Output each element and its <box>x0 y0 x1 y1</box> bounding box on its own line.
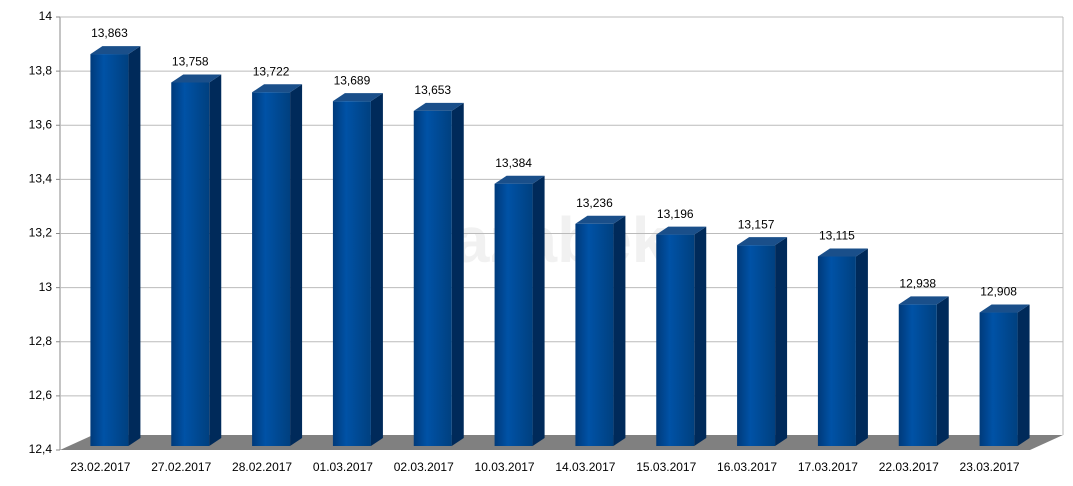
bar-top <box>90 46 141 55</box>
bar-top <box>817 248 868 257</box>
bar <box>171 82 210 447</box>
bar-side <box>1017 304 1030 446</box>
bar-top <box>737 237 788 246</box>
bar <box>656 234 695 446</box>
bar-side <box>855 248 868 446</box>
value-label: 13,653 <box>414 83 451 97</box>
value-label: 13,384 <box>495 156 532 170</box>
bar-top <box>979 304 1030 313</box>
value-label: 13,236 <box>576 196 613 210</box>
value-label: 13,196 <box>657 207 694 221</box>
x-tick-label: 10.03.2017 <box>475 460 535 474</box>
bar <box>898 304 937 446</box>
bar-side <box>451 102 464 447</box>
x-tick-label: 01.03.2017 <box>313 460 373 474</box>
floor <box>60 435 1063 450</box>
bar-side <box>775 237 788 446</box>
bar-side <box>370 93 383 447</box>
bar <box>494 183 533 446</box>
value-label: 13,863 <box>91 26 128 40</box>
value-label: 13,722 <box>253 64 290 78</box>
bar-top <box>171 74 222 83</box>
y-tick-label: 13,6 <box>29 117 53 131</box>
y-tick-label: 13 <box>39 280 53 294</box>
value-label: 13,115 <box>819 229 855 243</box>
value-label: 12,938 <box>899 277 936 291</box>
x-tick-label: 15.03.2017 <box>636 460 696 474</box>
x-tick-label: 23.02.2017 <box>70 460 130 474</box>
bar-top <box>656 226 707 235</box>
bar-side <box>936 296 949 446</box>
x-tick-label: 27.02.2017 <box>151 460 211 474</box>
y-tick-label: 14 <box>39 9 53 23</box>
y-tick-label: 13,4 <box>29 172 53 186</box>
bar <box>737 245 776 446</box>
bar-top <box>332 93 383 102</box>
bar-side <box>613 215 626 446</box>
bar-top <box>494 175 545 184</box>
bar-top <box>252 84 303 93</box>
bar <box>332 101 371 447</box>
y-tick-label: 13,2 <box>29 226 53 240</box>
x-tick-label: 16.03.2017 <box>717 460 777 474</box>
y-tick-label: 13,8 <box>29 63 53 77</box>
x-tick-label: 14.03.2017 <box>555 460 615 474</box>
bar-side <box>290 84 303 446</box>
x-tick-label: 17.03.2017 <box>798 460 858 474</box>
bar-side <box>209 74 222 447</box>
bar <box>575 223 614 446</box>
x-tick-label: 23.03.2017 <box>960 460 1020 474</box>
bar <box>252 92 291 446</box>
value-label: 12,908 <box>980 285 1017 299</box>
bar <box>817 256 856 446</box>
bar <box>90 54 129 447</box>
bar-side <box>532 175 545 446</box>
bar-top <box>413 102 464 111</box>
value-label: 13,157 <box>738 217 775 231</box>
bar-side <box>694 226 707 446</box>
bar-side <box>128 46 141 447</box>
x-tick-label: 02.03.2017 <box>394 460 454 474</box>
y-tick-label: 12,4 <box>29 442 53 456</box>
bar-top <box>898 296 949 305</box>
y-tick-label: 12,8 <box>29 334 53 348</box>
x-tick-label: 28.02.2017 <box>232 460 292 474</box>
bar-top <box>575 215 626 224</box>
watermark: tazabek <box>433 204 668 276</box>
bar <box>413 110 452 447</box>
value-label: 13,758 <box>172 55 209 69</box>
x-tick-label: 22.03.2017 <box>879 460 939 474</box>
y-tick-label: 12,6 <box>29 388 53 402</box>
bar <box>979 312 1018 446</box>
value-label: 13,689 <box>334 73 371 87</box>
